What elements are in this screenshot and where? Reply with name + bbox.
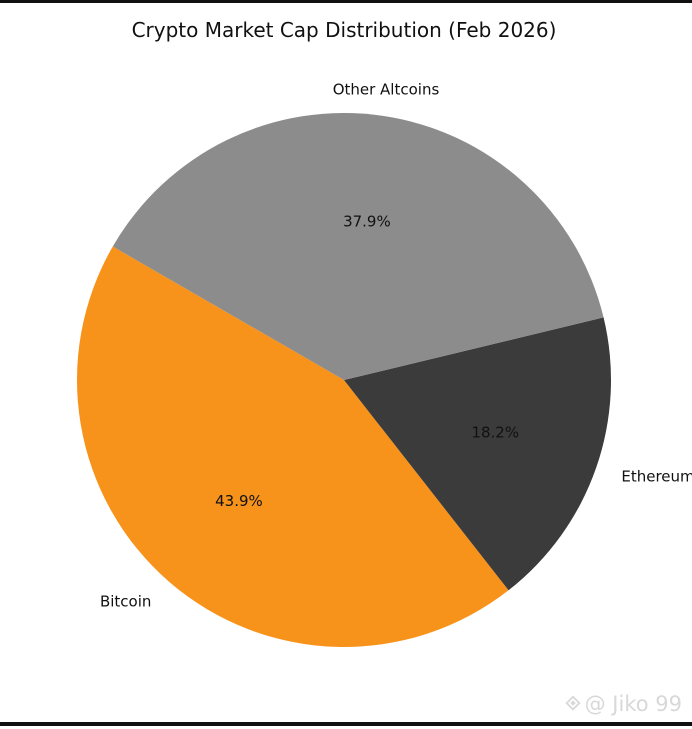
slice-percent-ethereum: 18.2%: [471, 424, 519, 442]
slice-label-other-altcoins: Other Altcoins: [333, 80, 440, 98]
binance-square-icon: [565, 695, 581, 711]
slice-label-ethereum: Ethereum: [621, 468, 692, 486]
watermark-text: @ Jiko 99: [584, 692, 682, 716]
watermark: @ Jiko 99: [564, 692, 682, 716]
slice-label-bitcoin: Bitcoin: [100, 593, 151, 611]
slice-percent-other-altcoins: 37.9%: [343, 212, 391, 230]
pie-slice-ethereum: [344, 317, 611, 591]
pie-slices: [76, 113, 611, 648]
pie-slice-other-altcoins: [112, 113, 604, 381]
slice-percent-bitcoin: 43.9%: [215, 492, 263, 510]
pie-slice-bitcoin: [76, 246, 509, 648]
pie-labels: Bitcoin 43.9% Ethereum 18.2% Other Altcoins 3…: [100, 80, 692, 610]
pie-chart: Crypto Market Cap Distribution (Feb 2026…: [76, 18, 692, 648]
chart-title: Crypto Market Cap Distribution (Feb 2026…: [132, 18, 557, 42]
